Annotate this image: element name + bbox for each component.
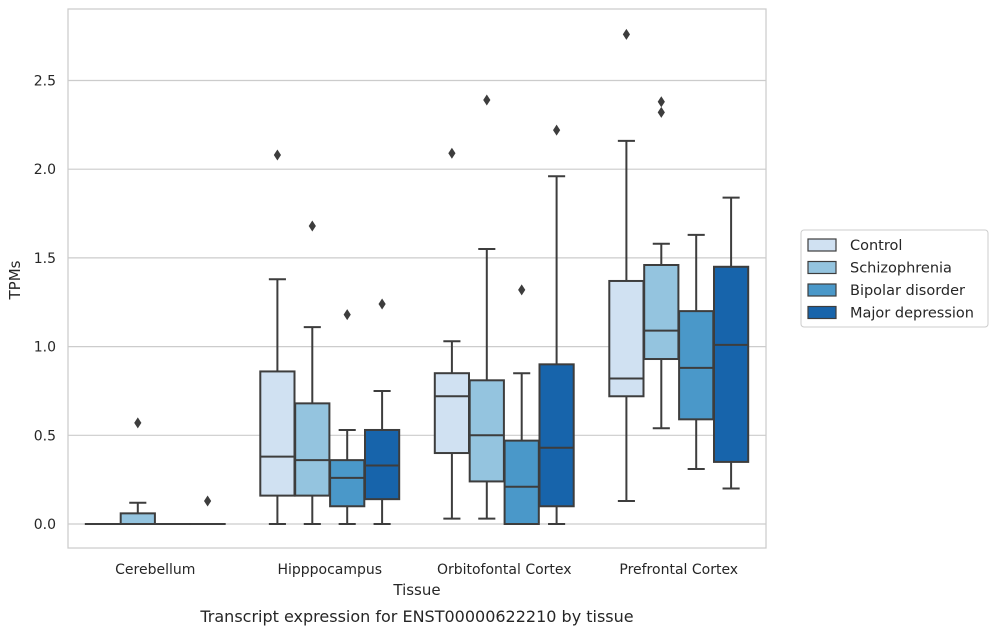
x-tick-label: Cerebellum	[115, 562, 195, 578]
box-control	[608, 28, 645, 502]
box-iqr	[643, 263, 680, 361]
legend-swatch	[807, 283, 837, 297]
outlier-point	[448, 147, 456, 159]
y-tick-labels: 0.0 0.5 1.0 1.5 2.0 2.5	[34, 74, 56, 534]
box-iqr	[119, 512, 156, 526]
outlier-point	[273, 149, 281, 161]
outlier-point	[378, 298, 386, 310]
y-axis-label: TPMs	[6, 260, 24, 300]
box-schizophrenia	[119, 417, 156, 526]
outlier-point	[657, 96, 665, 108]
box-bipolar-disorder	[503, 284, 540, 526]
legend-label: Control	[850, 238, 902, 254]
outlier-point	[483, 94, 491, 106]
outlier-point	[204, 495, 212, 507]
box-bipolar-disorder	[678, 233, 715, 471]
box-control	[433, 147, 471, 520]
box-iqr	[294, 402, 331, 497]
legend-label: Schizophrenia	[850, 261, 952, 277]
box-iqr	[538, 363, 575, 508]
legend-label: Bipolar disorder	[850, 283, 965, 299]
y-tick-label: 0.5	[34, 428, 56, 444]
box-layer	[84, 28, 750, 526]
box-iqr	[678, 310, 715, 421]
y-tick-label: 2.5	[34, 74, 56, 90]
box-schizophrenia	[643, 96, 680, 430]
legend-swatch	[807, 238, 837, 252]
x-tick-labels: Cerebellum Hipppocampus Orbitofontal Corte…	[115, 562, 738, 578]
x-tick-label: Hipppocampus	[277, 562, 382, 578]
outlier-point	[622, 28, 630, 40]
x-tick-label: Prefrontal Cortex	[619, 562, 738, 578]
box-control	[259, 149, 296, 525]
y-tick-label: 1.5	[34, 251, 56, 267]
box-iqr	[468, 379, 505, 483]
chart-caption: Transcript expression for ENST0000062221…	[199, 607, 633, 626]
grid-lines	[68, 79, 766, 525]
x-tick-label: Orbitofontal Cortex	[437, 562, 572, 578]
box-bipolar-disorder	[329, 309, 366, 525]
outlier-point	[308, 220, 316, 232]
legend-frame	[800, 229, 989, 328]
box-major-depression	[538, 124, 575, 525]
box-iqr	[712, 265, 750, 463]
box-iqr	[329, 459, 366, 508]
y-tick-label: 0.0	[34, 517, 56, 533]
box-major-depression	[363, 298, 401, 525]
outlier-point	[518, 284, 526, 296]
box-iqr	[259, 370, 296, 497]
box-schizophrenia	[294, 220, 331, 525]
outlier-point	[343, 309, 351, 321]
box-major-depression	[189, 495, 226, 526]
x-axis-label: Tissue	[392, 581, 440, 599]
box-major-depression	[712, 196, 750, 490]
outlier-point	[134, 417, 142, 429]
legend-swatch	[807, 260, 837, 275]
outlier-point	[657, 106, 665, 118]
legend: Control Schizophrenia Bipolar disorder Majo…	[800, 229, 989, 328]
box-iqr	[433, 372, 471, 455]
plot-area-frame	[67, 8, 767, 549]
y-tick-label: 2.0	[34, 162, 56, 178]
y-tick-label: 1.0	[34, 340, 56, 356]
box-iqr	[608, 279, 645, 398]
outlier-point	[553, 124, 561, 136]
legend-swatch	[807, 305, 837, 320]
box-schizophrenia	[468, 94, 505, 520]
box-iqr	[503, 439, 540, 526]
legend-label: Major depression	[850, 306, 974, 322]
